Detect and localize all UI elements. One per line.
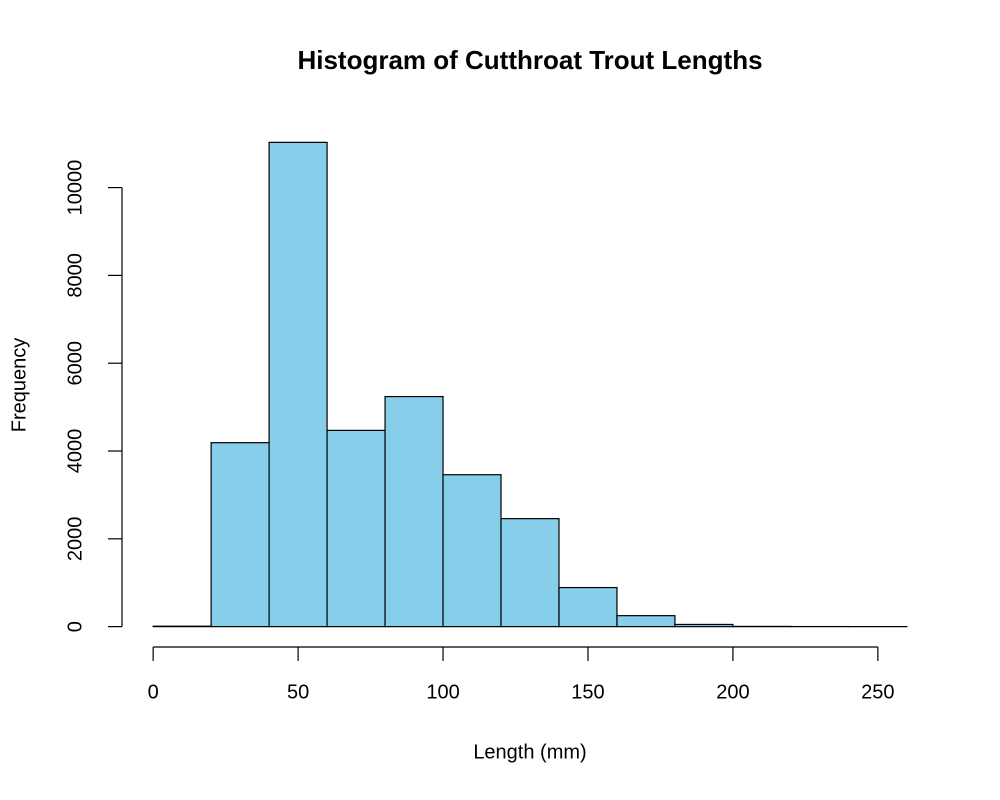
x-tick-label: 100: [426, 681, 459, 703]
x-tick-label: 150: [571, 681, 604, 703]
x-tick-label: 200: [716, 681, 749, 703]
y-tick-label: 0: [64, 621, 86, 632]
y-tick-label: 10000: [64, 160, 86, 216]
bar: [674, 623, 734, 628]
x-tick-label: 250: [861, 681, 894, 703]
chart-title: Histogram of Cutthroat Trout Lengths: [297, 45, 762, 75]
y-tick-label: 4000: [64, 429, 86, 474]
y-tick-label: 2000: [64, 517, 86, 562]
x-tick-label: 50: [287, 681, 309, 703]
bar: [210, 442, 270, 628]
bar: [326, 429, 386, 628]
x-axis-label: Length (mm): [473, 741, 586, 763]
bar: [442, 474, 502, 628]
bar: [500, 518, 560, 628]
y-tick-label: 8000: [64, 253, 86, 298]
bar: [616, 615, 676, 628]
bar: [268, 141, 328, 628]
bar: [384, 395, 444, 628]
y-axis-label: Frequency: [8, 338, 30, 433]
y-tick-label: 6000: [64, 341, 86, 386]
x-tick-label: 0: [148, 681, 159, 703]
bar: [558, 586, 618, 628]
